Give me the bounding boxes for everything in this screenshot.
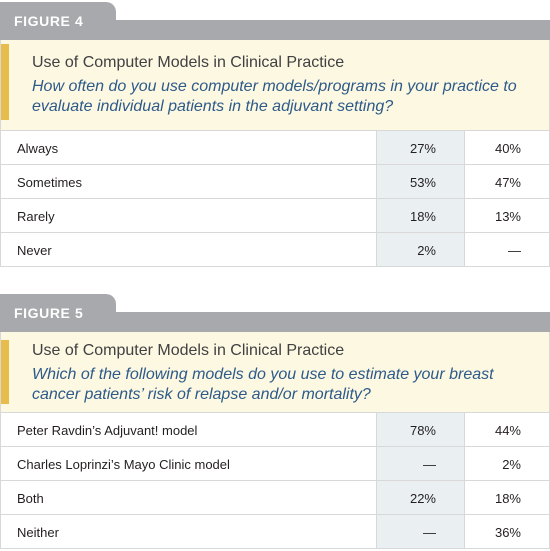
table-row: Always 27% 40% <box>1 130 549 164</box>
row-label: Never <box>17 243 52 258</box>
figure-4-tab: FIGURE 4 <box>0 2 116 40</box>
table-row: Never 2% — <box>1 232 549 267</box>
row-label: Charles Loprinzi’s Mayo Clinic model <box>17 457 230 472</box>
table-row: Sometimes 53% 47% <box>1 164 549 198</box>
tab-band <box>0 20 550 40</box>
value-cell-a: 2% <box>376 233 465 266</box>
figure-5-tab: FIGURE 5 <box>0 294 116 332</box>
figure-label: FIGURE 5 <box>14 305 84 321</box>
table-row: Peter Ravdin’s Adjuvant! model 78% 44% <box>1 412 549 446</box>
value-cell-b: — <box>508 243 521 258</box>
table-row: Rarely 18% 13% <box>1 198 549 232</box>
row-label: Neither <box>17 525 59 540</box>
row-label: Peter Ravdin’s Adjuvant! model <box>17 423 198 438</box>
accent-bar <box>1 44 9 120</box>
value-cell-b: 40% <box>494 141 521 156</box>
row-label: Both <box>17 491 44 506</box>
row-label: Sometimes <box>17 175 83 190</box>
value-cell-a: — <box>376 447 465 480</box>
survey-question: Which of the following models do you use… <box>32 366 494 403</box>
tab-band <box>0 312 550 332</box>
row-label: Always <box>17 141 59 156</box>
figure-5: FIGURE 5 Use of Computer Models in Clini… <box>0 292 550 549</box>
value-cell-a: 53% <box>376 165 465 198</box>
value-cell-a: — <box>376 515 465 548</box>
figure-5-header: Use of Computer Models in Clinical Pract… <box>0 332 550 412</box>
figure-4: FIGURE 4 Use of Computer Models in Clini… <box>0 0 550 267</box>
figure-5-tab-row: FIGURE 5 <box>0 292 550 332</box>
value-cell-b: 18% <box>494 491 521 506</box>
figure-title: Use of Computer Models in Clinical Pract… <box>32 342 345 359</box>
table-row: Neither — 36% <box>1 514 549 549</box>
value-cell-b: 44% <box>494 423 521 438</box>
figure-4-tab-row: FIGURE 4 <box>0 0 550 40</box>
figure-4-table: Always 27% 40% Sometimes 53% 47% Rarely … <box>0 130 550 267</box>
figure-5-table: Peter Ravdin’s Adjuvant! model 78% 44% C… <box>0 412 550 549</box>
value-cell-a: 78% <box>376 413 465 446</box>
value-cell-b: 47% <box>494 175 521 190</box>
value-cell-a: 27% <box>376 131 465 164</box>
value-cell-a: 22% <box>376 481 465 514</box>
figure-label: FIGURE 4 <box>14 13 84 29</box>
survey-question: How often do you use computer models/pro… <box>32 78 517 115</box>
value-cell-a: 18% <box>376 199 465 232</box>
value-cell-b: 2% <box>502 457 521 472</box>
table-row: Charles Loprinzi’s Mayo Clinic model — 2… <box>1 446 549 480</box>
value-cell-b: 36% <box>494 525 521 540</box>
row-label: Rarely <box>17 209 55 224</box>
figure-4-header: Use of Computer Models in Clinical Pract… <box>0 40 550 130</box>
figure-title: Use of Computer Models in Clinical Pract… <box>32 54 345 71</box>
value-cell-b: 13% <box>494 209 521 224</box>
table-row: Both 22% 18% <box>1 480 549 514</box>
accent-bar <box>1 340 9 404</box>
